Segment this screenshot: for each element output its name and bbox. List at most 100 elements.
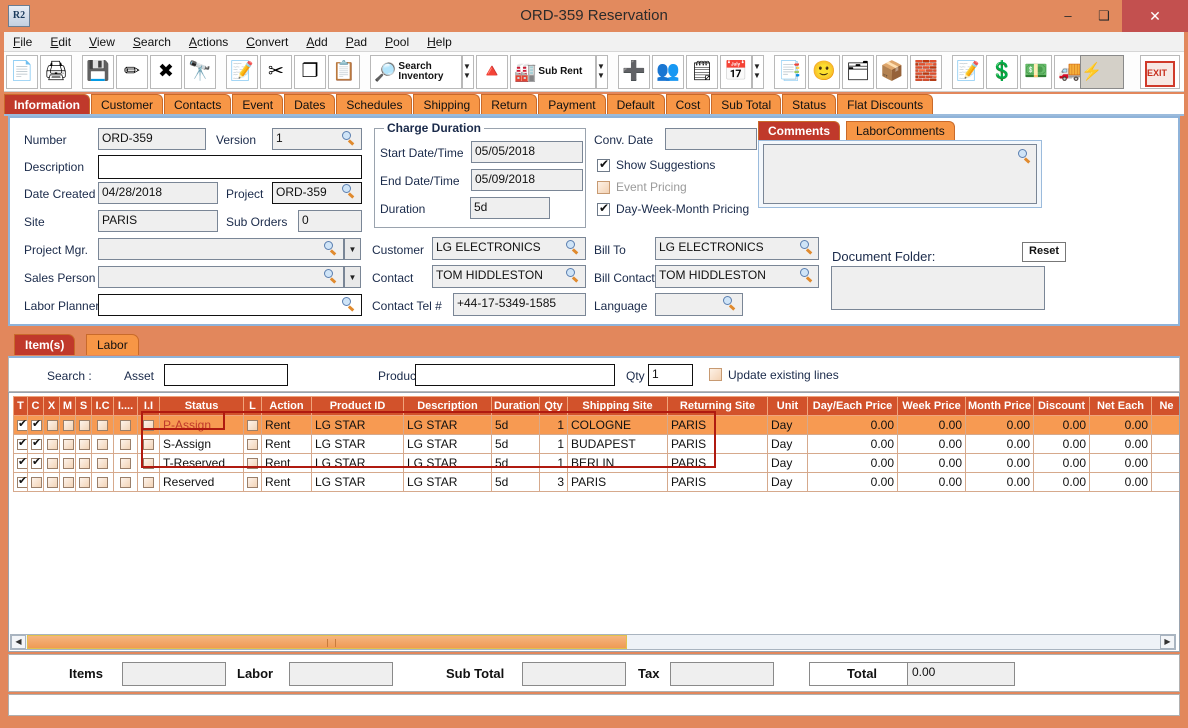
flash-button[interactable]: ⚡: [1080, 55, 1124, 89]
cell-net-each[interactable]: 0.00: [1089, 415, 1152, 435]
copy-icon[interactable]: ❐: [294, 55, 326, 89]
day-week-month-checkbox[interactable]: [597, 201, 610, 216]
money-transfer-icon[interactable]: 💲: [986, 55, 1018, 89]
paste-icon[interactable]: 📋: [328, 55, 360, 89]
grid-col-16[interactable]: Returning Site: [667, 396, 768, 416]
project-mgr-search-icon[interactable]: [323, 241, 338, 256]
tab-sub-total[interactable]: Sub Total: [711, 94, 782, 114]
cell-returning-site[interactable]: PARIS: [667, 453, 768, 473]
qty-input[interactable]: 1: [648, 364, 693, 386]
cell-action[interactable]: Rent: [261, 453, 312, 473]
grid-col-10[interactable]: Action: [261, 396, 312, 416]
sub-hire-icon[interactable]: 🔺: [476, 55, 508, 89]
grid-checkbox-s[interactable]: [75, 434, 92, 454]
grid-col-0[interactable]: T: [13, 396, 28, 416]
grid-col-12[interactable]: Description: [403, 396, 492, 416]
grid-checkbox-ii[interactable]: [137, 434, 160, 454]
print-icon[interactable]: 🖨: [40, 55, 72, 89]
crew-group-icon[interactable]: 👥: [652, 55, 684, 89]
edit-document-icon[interactable]: 📝: [226, 55, 258, 89]
tab-contacts[interactable]: Contacts: [164, 94, 232, 114]
tab-schedules[interactable]: Schedules: [336, 94, 413, 114]
grid-checkbox-x[interactable]: [43, 453, 60, 473]
cell-month-price[interactable]: 0.00: [965, 434, 1034, 454]
grid-checkbox-ic[interactable]: [91, 472, 114, 492]
cell-unit[interactable]: Day: [767, 415, 808, 435]
sub-rent-button-dropdown[interactable]: ▼ ▼: [596, 55, 608, 89]
grid-checkbox-t[interactable]: [13, 472, 28, 492]
grid-checkbox-i4[interactable]: [113, 415, 138, 435]
cell-unit[interactable]: Day: [767, 434, 808, 454]
grid-col-11[interactable]: Product ID: [311, 396, 404, 416]
project-mgr-field[interactable]: [98, 238, 344, 260]
grid-checkbox-c[interactable]: [27, 472, 44, 492]
labor-planner-search-icon[interactable]: [341, 297, 356, 312]
cell-qty[interactable]: 3: [539, 472, 568, 492]
menu-item-search[interactable]: Search: [132, 35, 171, 49]
contact-field[interactable]: TOM HIDDLESTON: [432, 265, 586, 288]
tab-status[interactable]: Status: [782, 94, 837, 114]
product-input[interactable]: [415, 364, 615, 386]
notes-icon[interactable]: 🗒: [686, 55, 718, 89]
grid-checkbox-ic[interactable]: [91, 434, 114, 454]
grid-checkbox-i4[interactable]: [113, 472, 138, 492]
grid-checkbox-l[interactable]: [243, 415, 262, 435]
cell-month-price[interactable]: 0.00: [965, 415, 1034, 435]
grid-col-22[interactable]: Net Each: [1089, 396, 1152, 416]
grid-checkbox-l[interactable]: [243, 453, 262, 473]
document-folder-field[interactable]: [831, 266, 1045, 310]
menu-item-pool[interactable]: Pool: [385, 35, 410, 49]
cell-shipping-site[interactable]: PARIS: [567, 472, 668, 492]
grid-checkbox-c[interactable]: [27, 415, 44, 435]
bill-to-field[interactable]: LG ELECTRONICS: [655, 237, 819, 260]
reset-button[interactable]: Reset: [1022, 242, 1066, 262]
smiley-icon[interactable]: 🙂: [808, 55, 840, 89]
description-field[interactable]: [98, 155, 362, 179]
cell-status[interactable]: T-Reserved: [159, 453, 244, 473]
grid-checkbox-t[interactable]: [13, 415, 28, 435]
project-mgr-dropdown[interactable]: ▼: [344, 238, 361, 260]
comments-search-icon[interactable]: [1017, 149, 1032, 164]
menu-item-view[interactable]: View: [89, 35, 115, 49]
sales-person-field[interactable]: [98, 266, 344, 288]
cell-day-price[interactable]: 0.00: [807, 415, 898, 435]
tab-customer[interactable]: Customer: [91, 94, 164, 114]
scroll-left-arrow[interactable]: ◀: [11, 635, 26, 649]
cell-month-price[interactable]: 0.00: [965, 472, 1034, 492]
end-date-field[interactable]: 05/09/2018: [471, 169, 583, 191]
exit-button[interactable]: EXIT: [1140, 55, 1180, 89]
grid-checkbox-s[interactable]: [75, 453, 92, 473]
cut-scissors-icon[interactable]: ✂: [260, 55, 292, 89]
cell-month-price[interactable]: 0.00: [965, 453, 1034, 473]
grid-checkbox-m[interactable]: [59, 434, 76, 454]
grid-col-18[interactable]: Day/Each Price: [807, 396, 898, 416]
cell-shipping-site[interactable]: BERLIN: [567, 453, 668, 473]
grid-col-15[interactable]: Shipping Site: [567, 396, 668, 416]
scrollbar-thumb[interactable]: [27, 635, 627, 649]
cell-qty[interactable]: 1: [539, 415, 568, 435]
labor-planner-field[interactable]: [98, 294, 362, 316]
grid-checkbox-x[interactable]: [43, 415, 60, 435]
tab-labor-comments[interactable]: LaborComments: [846, 121, 955, 140]
customer-search-icon[interactable]: [565, 240, 580, 255]
binoculars-find-icon[interactable]: 🔭: [184, 55, 216, 89]
bill-contact-field[interactable]: TOM HIDDLESTON: [655, 265, 819, 288]
tab-comments[interactable]: Comments: [758, 121, 841, 140]
start-date-field[interactable]: 05/05/2018: [471, 141, 583, 163]
grid-checkbox-x[interactable]: [43, 434, 60, 454]
cell-net-each[interactable]: 0.00: [1089, 453, 1152, 473]
grid-col-8[interactable]: Status: [159, 396, 244, 416]
grid-col-17[interactable]: Unit: [767, 396, 808, 416]
grid-col-14[interactable]: Qty: [539, 396, 568, 416]
cell-product-id[interactable]: LG STAR: [311, 415, 404, 435]
cell-discount[interactable]: 0.00: [1033, 434, 1090, 454]
cell-description[interactable]: LG STAR: [403, 472, 492, 492]
contact-tel-field[interactable]: +44-17-5349-1585: [453, 293, 586, 316]
grid-checkbox-i4[interactable]: [113, 453, 138, 473]
grid-checkbox-ii[interactable]: [137, 415, 160, 435]
maximize-button[interactable]: ❑: [1086, 0, 1122, 32]
grid-checkbox-l[interactable]: [243, 472, 262, 492]
delete-x-icon[interactable]: ✖: [150, 55, 182, 89]
tab-items[interactable]: Item(s): [14, 334, 76, 355]
